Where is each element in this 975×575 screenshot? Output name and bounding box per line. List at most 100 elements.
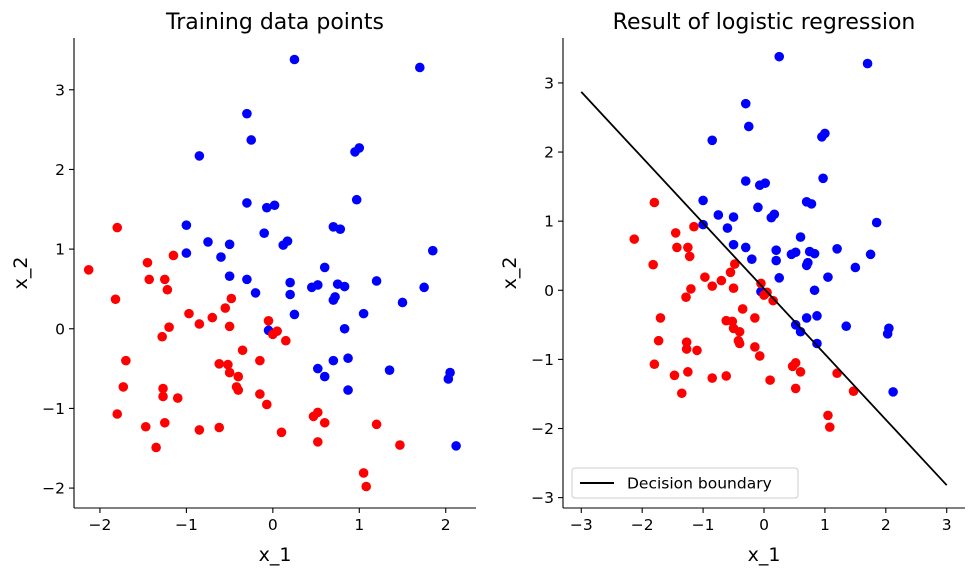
scatter-point — [803, 257, 813, 268]
scatter-point — [809, 285, 820, 296]
x-tick-label: 1 — [820, 516, 830, 534]
scatter-point — [754, 351, 765, 361]
scatter-point — [629, 234, 640, 244]
y-tick-label: 3 — [55, 81, 65, 99]
y-tick-label: 1 — [544, 213, 554, 231]
scatter-point — [653, 335, 664, 346]
scatter-point — [850, 262, 861, 273]
scatter-point — [268, 329, 278, 340]
scatter-point — [261, 202, 272, 213]
y-tick-label: −1 — [531, 351, 554, 369]
scatter-point — [862, 58, 873, 69]
scatter-point — [110, 294, 121, 305]
scatter-point — [250, 288, 261, 298]
scatter-point — [734, 338, 745, 349]
scatter-point — [361, 481, 372, 492]
scatter-point — [194, 319, 205, 329]
scatter-point — [801, 313, 812, 323]
scatter-point — [157, 331, 167, 342]
scatter-point — [330, 292, 340, 302]
scatter-point — [692, 345, 702, 356]
y-tick-label: 2 — [544, 144, 554, 162]
scatter-point — [832, 244, 842, 254]
scatter-point — [806, 199, 817, 209]
y-axis-label: x_2 — [10, 257, 32, 290]
scatter-point — [242, 108, 252, 119]
scatter-point — [312, 407, 323, 418]
scatter-point — [335, 224, 346, 234]
scatter-point — [759, 290, 769, 300]
y-axis-ticks: −3 −2 −1 0 1 2 3 — [531, 74, 563, 507]
scatter-point — [672, 242, 682, 253]
scatter-point — [790, 247, 801, 258]
scatter-point — [689, 221, 699, 232]
scatter-point — [882, 329, 893, 339]
scatter-points — [629, 51, 898, 432]
x-tick-label: 2 — [441, 516, 451, 534]
scatter-point — [686, 284, 696, 294]
scatter-point — [716, 275, 727, 286]
scatter-point — [888, 387, 898, 397]
decision-boundary — [580, 91, 948, 486]
x-tick-label: 0 — [268, 516, 278, 534]
scatter-point — [655, 313, 666, 323]
axes-spines — [73, 38, 476, 509]
scatter-points — [83, 54, 461, 492]
scatter-point — [223, 359, 233, 370]
scatter-point — [224, 321, 235, 332]
chart-title: Training data points — [165, 10, 384, 35]
scatter-point — [812, 311, 822, 321]
scatter-point — [224, 367, 235, 378]
x-tick-label: −1 — [175, 516, 198, 534]
scatter-point — [871, 217, 882, 228]
scatter-point — [790, 383, 801, 394]
legend-box — [571, 467, 799, 499]
scatter-point — [683, 242, 693, 253]
scatter-point — [823, 410, 833, 421]
y-tick-label: −1 — [42, 400, 65, 418]
scatter-point — [351, 194, 362, 205]
chart-title: Result of logistic regression — [613, 10, 916, 35]
scatter-point — [765, 375, 775, 385]
scatter-point — [841, 321, 852, 332]
scatter-point — [790, 358, 801, 368]
scatter-point — [263, 315, 274, 326]
scatter-point — [721, 371, 732, 381]
x-axis-label: x_1 — [259, 544, 292, 566]
scatter-point — [328, 355, 339, 366]
scatter-point — [216, 252, 226, 262]
scatter-point — [259, 228, 269, 238]
scatter-point — [397, 297, 408, 308]
scatter-point — [164, 322, 174, 332]
scatter-point — [312, 363, 323, 374]
y-axis-label: x_2 — [499, 257, 521, 290]
scatter-point — [144, 274, 155, 285]
y-tick-label: −3 — [531, 489, 554, 507]
x-tick-label: −3 — [570, 516, 593, 534]
scatter-point — [261, 399, 272, 410]
scatter-point — [740, 176, 751, 186]
scatter-point — [681, 344, 692, 354]
x-axis-label: x_1 — [748, 544, 781, 566]
scatter-point — [747, 254, 757, 264]
scatter-point — [339, 281, 350, 292]
scatter-point — [151, 442, 161, 453]
scatter-point — [319, 417, 330, 428]
scatter-point — [118, 382, 129, 392]
scatter-point — [750, 313, 760, 323]
scatter-point — [669, 370, 680, 381]
scatter-point — [282, 236, 293, 246]
scatter-point — [684, 251, 695, 262]
scatter-point — [713, 210, 724, 220]
scatter-point — [339, 323, 350, 334]
scatter-point — [358, 308, 369, 319]
y-tick-label: 2 — [55, 161, 65, 179]
axes-spines — [562, 38, 965, 509]
scatter-point — [142, 257, 153, 268]
scatter-point — [214, 422, 225, 433]
y-tick-label: −2 — [531, 420, 554, 438]
scatter-point — [371, 419, 382, 430]
scatter-point — [384, 365, 395, 375]
scatter-point — [194, 151, 205, 161]
